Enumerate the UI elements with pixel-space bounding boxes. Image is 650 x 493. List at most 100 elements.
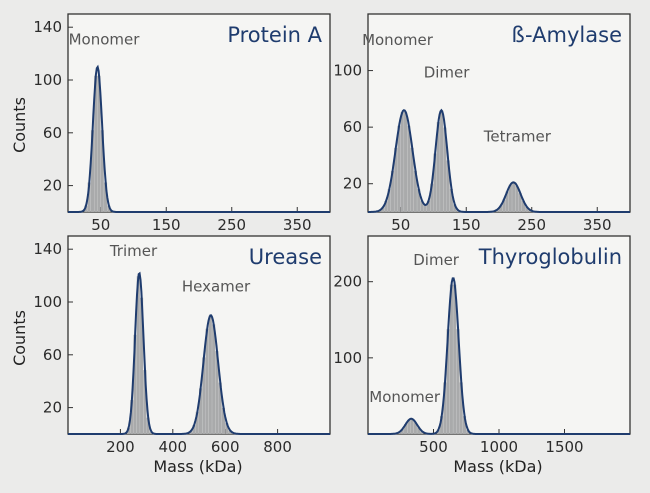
y-tick-label: 20 bbox=[343, 175, 362, 193]
y-tick-label: 100 bbox=[333, 349, 362, 367]
x-tick-label: 1500 bbox=[545, 438, 583, 456]
histogram-bar bbox=[413, 422, 417, 434]
y-tick-label: 60 bbox=[43, 346, 62, 364]
histogram-bar bbox=[512, 182, 516, 212]
histogram-bar bbox=[423, 205, 427, 212]
histogram-bar bbox=[104, 182, 108, 212]
histogram-bar bbox=[215, 351, 219, 434]
gaussian-fit-line bbox=[68, 64, 330, 213]
x-axis-title-left: Mass (kDa) bbox=[153, 457, 242, 476]
histogram-bar bbox=[499, 205, 503, 212]
histogram-bar bbox=[199, 388, 203, 434]
y-tick-label: 20 bbox=[43, 177, 62, 195]
histogram-bar bbox=[100, 130, 104, 212]
histogram-bar bbox=[133, 334, 137, 434]
histogram-bar bbox=[140, 297, 144, 434]
histogram-bar bbox=[192, 425, 196, 434]
x-tick-label: 350 bbox=[283, 216, 312, 234]
histogram-bar bbox=[228, 430, 232, 434]
histogram-bar bbox=[417, 189, 421, 212]
x-tick-label: 250 bbox=[217, 216, 246, 234]
histogram-bar bbox=[420, 431, 424, 434]
histogram-bar bbox=[420, 200, 424, 212]
histogram-bar bbox=[208, 315, 212, 434]
x-tick-label: 1000 bbox=[480, 438, 518, 456]
peak-label: Tetramer bbox=[483, 127, 552, 145]
histogram-bar bbox=[518, 193, 522, 212]
histogram-bar bbox=[459, 382, 463, 434]
histogram-bar bbox=[107, 205, 111, 212]
x-tick-label: 50 bbox=[91, 216, 110, 234]
histogram-bar bbox=[436, 429, 440, 434]
gaussian-fit-line bbox=[368, 108, 630, 213]
histogram-bar bbox=[387, 189, 391, 212]
histogram-bar bbox=[384, 201, 388, 212]
x-tick-label: 800 bbox=[263, 438, 292, 456]
histogram-bar bbox=[225, 423, 229, 434]
panel-title: Protein A bbox=[227, 23, 322, 47]
y-tick-label: 20 bbox=[43, 399, 62, 417]
histogram-bar bbox=[508, 184, 512, 212]
histogram-bar bbox=[525, 206, 529, 212]
histogram-bar bbox=[407, 125, 411, 212]
y-tick-label: 140 bbox=[33, 18, 62, 36]
histogram-bar bbox=[453, 284, 457, 434]
histogram-bar bbox=[130, 400, 134, 434]
gaussian-fit-line bbox=[368, 277, 630, 435]
plot-frame bbox=[67, 13, 331, 213]
histogram-bar bbox=[146, 417, 150, 434]
histogram-bar bbox=[410, 418, 414, 434]
y-axis-title-top: Counts bbox=[10, 97, 29, 153]
histogram-bar bbox=[381, 207, 385, 212]
histogram-bar bbox=[404, 424, 408, 434]
histogram-bar bbox=[417, 427, 421, 434]
histogram-bar bbox=[440, 110, 444, 212]
peak-label: Trimer bbox=[109, 242, 158, 260]
histogram-bar bbox=[90, 130, 94, 212]
histogram-bar bbox=[400, 112, 404, 212]
peak-label: Hexamer bbox=[182, 277, 251, 295]
histogram-bar bbox=[221, 407, 225, 434]
x-tick-label: 200 bbox=[106, 438, 135, 456]
histogram-bar bbox=[394, 147, 398, 212]
x-tick-label: 350 bbox=[583, 216, 612, 234]
histogram-bar bbox=[97, 75, 101, 213]
histogram-bar bbox=[143, 370, 147, 434]
y-tick-label: 60 bbox=[43, 124, 62, 142]
x-tick-label: 250 bbox=[517, 216, 546, 234]
histogram-bar bbox=[407, 419, 411, 434]
x-axis-title-right: Mass (kDa) bbox=[453, 457, 542, 476]
histogram-bar bbox=[443, 127, 447, 212]
y-axis-title-bottom: Counts bbox=[10, 310, 29, 366]
histogram-bar bbox=[94, 75, 98, 213]
histogram-bar bbox=[136, 276, 140, 434]
histogram-bar bbox=[410, 147, 414, 212]
x-tick-label: 50 bbox=[391, 216, 410, 234]
histogram-bar bbox=[436, 122, 440, 212]
panel-4: 500 1000 1500 100 200 Monomer Dimer Thyroglobul… bbox=[333, 235, 631, 456]
histogram-bar bbox=[502, 199, 506, 212]
peak-label: Dimer bbox=[424, 64, 471, 82]
gaussian-fit-line bbox=[68, 271, 330, 435]
histogram-bar bbox=[202, 357, 206, 434]
histogram-bar bbox=[462, 416, 467, 434]
x-tick-label: 400 bbox=[158, 438, 187, 456]
peak-label: Monomer bbox=[69, 30, 141, 48]
histogram-bar bbox=[404, 112, 408, 212]
histogram-bar bbox=[505, 191, 509, 212]
histogram-bar bbox=[195, 411, 199, 434]
histogram-bar bbox=[443, 382, 447, 434]
histogram-bar bbox=[212, 324, 216, 434]
histogram-bar bbox=[466, 429, 470, 434]
histogram-bar bbox=[449, 284, 453, 434]
histogram-bar bbox=[205, 328, 209, 434]
histogram-bar bbox=[87, 182, 91, 212]
histogram-bar bbox=[521, 200, 525, 212]
histogram-bar bbox=[453, 204, 457, 212]
panel-title: ß-Amylase bbox=[511, 23, 622, 47]
x-tick-label: 150 bbox=[452, 216, 481, 234]
peak-label: Monomer bbox=[362, 31, 434, 49]
y-tick-label: 100 bbox=[33, 71, 62, 89]
histogram-bar bbox=[449, 188, 453, 212]
